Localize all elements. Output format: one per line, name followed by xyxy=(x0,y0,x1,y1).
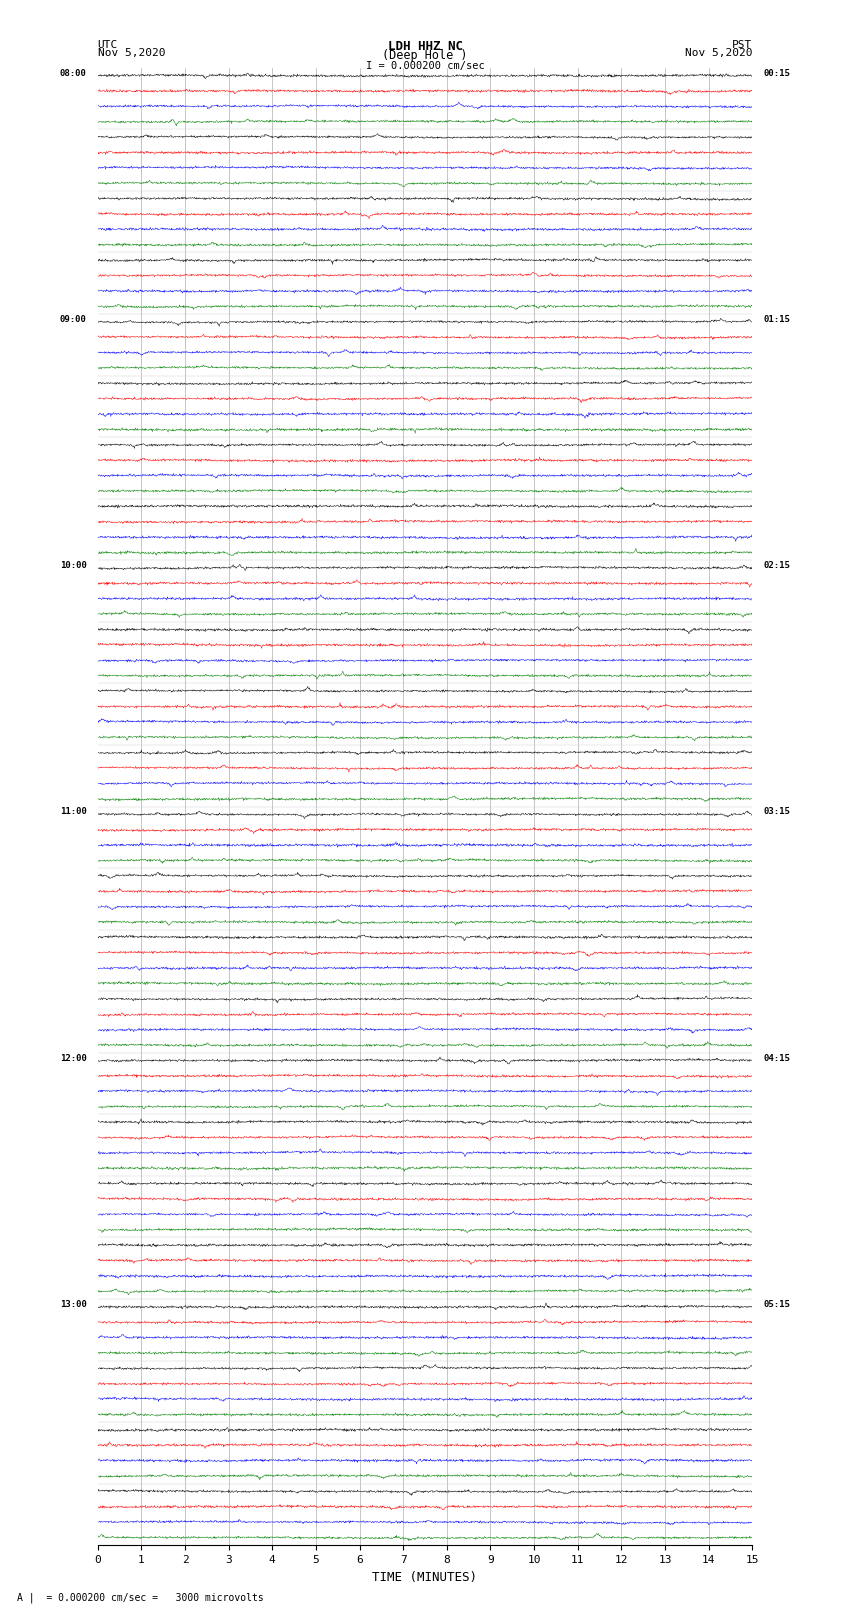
Text: A |  = 0.000200 cm/sec =   3000 microvolts: A | = 0.000200 cm/sec = 3000 microvolts xyxy=(17,1592,264,1603)
Text: Nov 5,2020: Nov 5,2020 xyxy=(685,47,752,58)
Text: 04:15: 04:15 xyxy=(763,1053,790,1063)
X-axis label: TIME (MINUTES): TIME (MINUTES) xyxy=(372,1571,478,1584)
Text: UTC: UTC xyxy=(98,39,118,50)
Text: 05:15: 05:15 xyxy=(763,1300,790,1308)
Text: (Deep Hole ): (Deep Hole ) xyxy=(382,50,468,63)
Text: LDH HHZ NC: LDH HHZ NC xyxy=(388,39,462,53)
Text: 00:15: 00:15 xyxy=(763,68,790,77)
Text: 09:00: 09:00 xyxy=(60,315,87,324)
Text: 08:00: 08:00 xyxy=(60,68,87,77)
Text: 11:00: 11:00 xyxy=(60,806,87,816)
Text: Nov 5,2020: Nov 5,2020 xyxy=(98,47,165,58)
Text: 03:15: 03:15 xyxy=(763,806,790,816)
Text: 12:00: 12:00 xyxy=(60,1053,87,1063)
Text: PST: PST xyxy=(732,39,752,50)
Text: 01:15: 01:15 xyxy=(763,315,790,324)
Text: 10:00: 10:00 xyxy=(60,561,87,569)
Text: I = 0.000200 cm/sec: I = 0.000200 cm/sec xyxy=(366,61,484,71)
Text: 02:15: 02:15 xyxy=(763,561,790,569)
Text: 13:00: 13:00 xyxy=(60,1300,87,1308)
